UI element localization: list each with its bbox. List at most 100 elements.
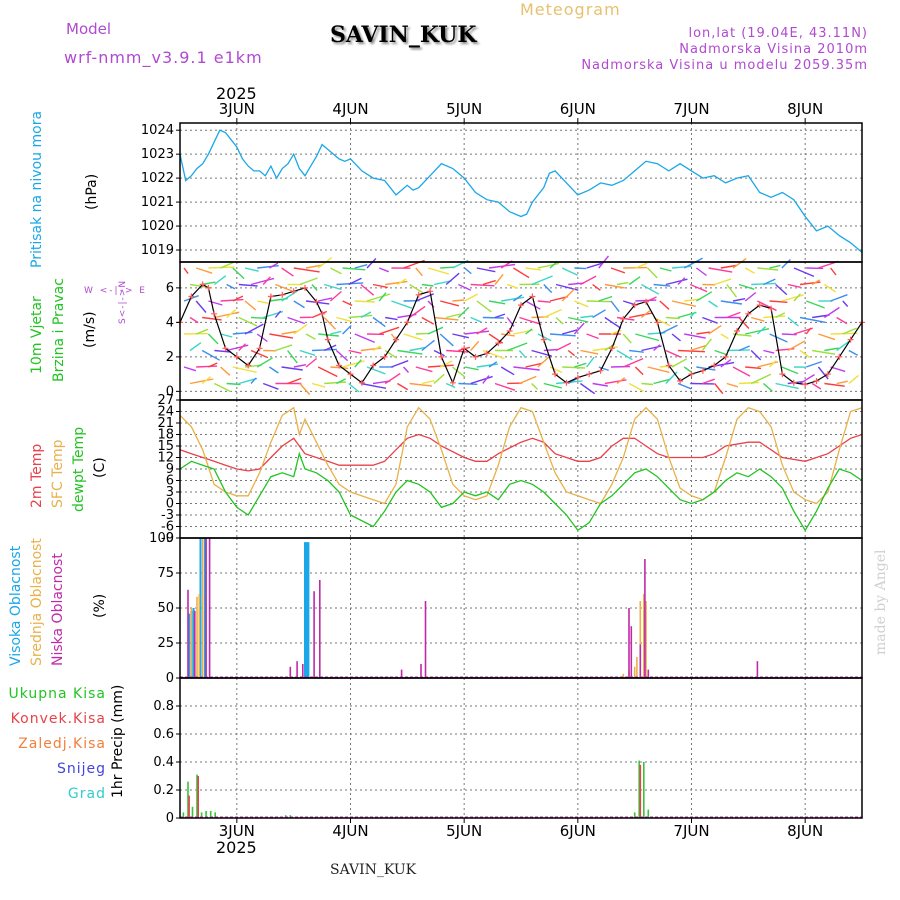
wind-arrow-161 <box>842 300 849 307</box>
wind-arrow-166 <box>238 316 258 327</box>
xtick-label-top-5: 8JUN <box>787 100 823 118</box>
wind-dir-mark-39 <box>597 367 604 374</box>
wind-dir-mark-27 <box>461 345 468 352</box>
wind-arrow-361 <box>610 365 631 368</box>
wind-arrow-245 <box>537 333 552 342</box>
wind-arrow-286 <box>372 345 382 352</box>
wind-arrow-115 <box>281 290 298 302</box>
xtick-label-top-4: 7JUN <box>673 100 709 118</box>
bar-3-1-9 <box>643 594 645 678</box>
wind-arrow-295 <box>482 349 505 360</box>
wind-dir-mark-32 <box>518 302 524 309</box>
wind-arrow-91 <box>641 283 660 295</box>
wind-arrow-389 <box>299 383 311 395</box>
wind-arrow-199 <box>640 310 651 319</box>
wind-arrow-98 <box>726 284 738 298</box>
wind-arrow-158 <box>805 300 825 309</box>
wind-dir-mark-47 <box>688 371 695 378</box>
wind-arrow-259 <box>708 325 722 335</box>
wind-arrow-364 <box>647 366 670 373</box>
wind-arrow-89 <box>616 281 629 286</box>
wind-arrow-123 <box>378 292 387 302</box>
wind-arrow-219 <box>220 333 233 338</box>
bar-3-1-4 <box>622 673 625 678</box>
bar-3-0-3 <box>199 538 202 678</box>
wind-arrow-19 <box>415 267 423 277</box>
wind-arrow-160 <box>830 294 848 302</box>
wind-arrow-204 <box>702 316 718 324</box>
wind-arrow-194 <box>580 315 594 319</box>
wind-arrow-311 <box>677 349 705 353</box>
bar-3-2-11 <box>424 601 427 678</box>
wind-arrow-191 <box>543 308 562 319</box>
wind-arrow-69 <box>372 283 388 289</box>
xtick-label-top-1: 4JUN <box>332 100 368 118</box>
wind-arrow-292 <box>446 349 469 353</box>
bar-3-2-13 <box>630 626 633 678</box>
wind-arrow-405 <box>494 382 516 391</box>
wind-arrow-431 <box>811 382 822 390</box>
bar-3-0-8 <box>307 542 310 678</box>
wind-dir-mark-54 <box>768 305 775 312</box>
wind-arrow-287 <box>384 349 397 359</box>
wind-arrow-400 <box>433 373 445 385</box>
wind-arrow-307 <box>629 349 644 353</box>
ytick-label-0-5: 1024 <box>141 123 174 138</box>
wind-arrow-423 <box>714 383 724 395</box>
temp-unit: (C) <box>92 457 108 478</box>
wind-arrow-131 <box>476 300 492 313</box>
wind-arrow-382 <box>214 382 232 393</box>
wind-arrow-38 <box>647 267 658 279</box>
xtick-label-bottom-1: 4JUN <box>332 822 368 840</box>
bar-3-2-9 <box>400 669 403 678</box>
wind-arrow-95 <box>689 283 708 293</box>
wind-dir-mark-22 <box>404 319 411 326</box>
wind-dir-mark-14 <box>319 310 326 317</box>
wind-arrow-425 <box>738 381 759 385</box>
wind-label-1: 10m Vjetar <box>29 296 45 374</box>
wind-arrow-377 <box>805 360 823 368</box>
wind-arrow-110 <box>220 298 244 302</box>
wind-arrow-300 <box>543 348 558 352</box>
wind-arrow-333 <box>269 366 279 374</box>
ytick-label-2-2: -3 <box>161 508 174 523</box>
series-line-2-0 <box>179 433 863 472</box>
wind-arrow-225 <box>293 324 308 335</box>
temp-label-1: 2m Temp <box>29 443 45 508</box>
bar-3-2-2 <box>205 538 207 678</box>
wind-arrow-13 <box>342 267 366 271</box>
wind-arrow-408 <box>531 383 538 390</box>
wind-arrow-276 <box>250 349 269 359</box>
wind-arrow-316 <box>738 345 750 352</box>
wind-arrow-156 <box>781 294 804 302</box>
wind-arrow-228 <box>330 330 342 335</box>
wind-arrow-328 <box>208 362 218 368</box>
wind-arrow-420 <box>677 382 692 390</box>
wind-arrow-151 <box>720 300 742 305</box>
wind-arrow-417 <box>641 382 654 386</box>
wind-arrow-153 <box>744 291 757 302</box>
wind-arrow-146 <box>659 300 670 310</box>
wind-arrow-178 <box>385 316 398 321</box>
wind-arrow-298 <box>518 350 527 359</box>
wind-arrow-119 <box>329 290 342 302</box>
wind-compass: W <-|-> E <box>84 286 147 296</box>
axis-layer: 1019102010211022102310240246-9-6-3036912… <box>141 100 823 840</box>
xtick-label-top-3: 6JUN <box>560 100 596 118</box>
wind-arrow-323 <box>824 347 839 352</box>
wind-arrow-379 <box>830 366 846 373</box>
wind-arrow-273 <box>214 349 232 353</box>
wind-arrow-44 <box>720 264 737 269</box>
wind-arrow-332 <box>256 357 273 368</box>
wind-arrow-147 <box>671 300 696 307</box>
wind-arrow-84 <box>555 283 579 291</box>
precip-legend-freezing: Zaledj.Kisa <box>18 736 106 752</box>
bar-3-2-10 <box>420 664 422 678</box>
wind-arrow-336 <box>305 357 318 368</box>
wind-arrow-3 <box>220 261 234 269</box>
bar-3-0-7 <box>306 542 309 678</box>
ytick-label-0-3: 1022 <box>141 171 174 186</box>
wind-arrow-397 <box>397 382 409 391</box>
bar-4-0-6 <box>209 811 212 818</box>
wind-arrow-356 <box>549 366 563 374</box>
